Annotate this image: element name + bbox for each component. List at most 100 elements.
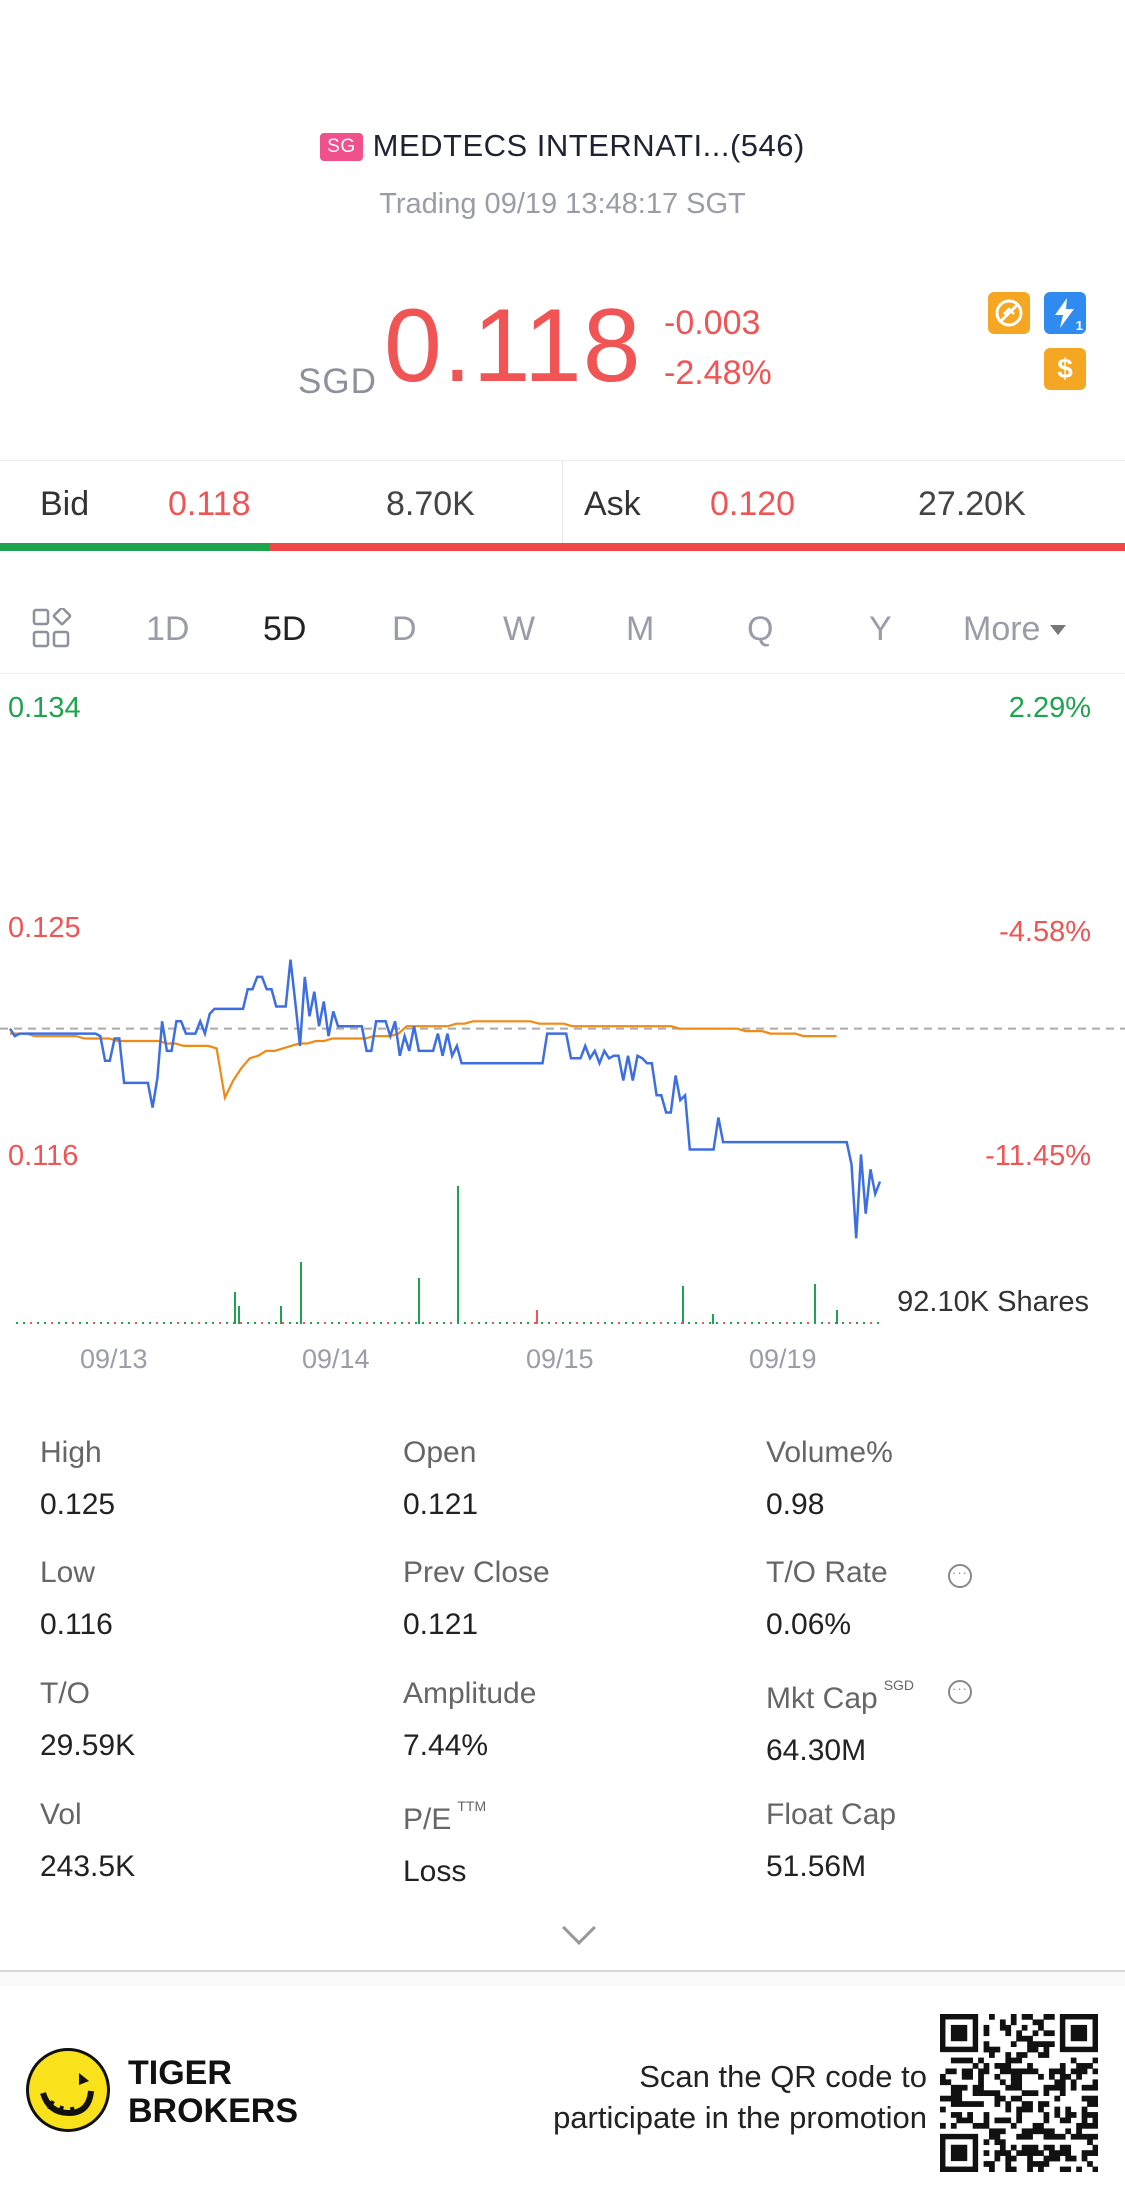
volume-bar — [765, 1322, 767, 1324]
volume-bar — [520, 1322, 522, 1324]
bid-ask-ratio-bar — [0, 543, 1125, 551]
volume-label: 92.10K Shares — [897, 1286, 1089, 1318]
volume-bar — [702, 1322, 704, 1324]
bid-price: 0.118 — [168, 485, 251, 523]
volume-bar — [429, 1322, 431, 1324]
volume-bar — [93, 1322, 95, 1324]
volume-bar — [212, 1322, 214, 1324]
volume-bar — [443, 1322, 445, 1324]
stat-vol: Vol 243.5K — [40, 1798, 136, 1883]
volume-bar — [324, 1322, 326, 1324]
x-tick-0915: 09/15 — [526, 1344, 594, 1374]
volume-bar — [758, 1322, 760, 1324]
tab-more-label: More — [963, 610, 1041, 648]
volume-bar — [86, 1322, 88, 1324]
volume-bar — [418, 1278, 420, 1324]
y-left-tick-bottom: 0.116 — [8, 1140, 79, 1172]
volume-bar — [44, 1322, 46, 1324]
volume-bar — [65, 1322, 67, 1324]
dollar-icon[interactable]: $ — [1044, 348, 1086, 390]
volume-bar — [359, 1322, 361, 1324]
volume-bar — [499, 1322, 501, 1324]
stock-title-row[interactable]: SG MEDTECS INTERNATI...(546) — [0, 128, 1125, 164]
average-series-line — [10, 1020, 837, 1102]
volume-bar — [471, 1322, 473, 1324]
tab-m[interactable]: M — [626, 610, 655, 648]
no-short-icon[interactable] — [988, 292, 1030, 334]
stat-to: T/O 29.59K — [40, 1677, 136, 1762]
volume-bar — [450, 1322, 452, 1324]
volume-bar — [268, 1322, 270, 1324]
volume-bar — [184, 1322, 186, 1324]
volume-bar — [877, 1322, 879, 1324]
volume-bar — [632, 1322, 634, 1324]
volume-bar — [280, 1306, 282, 1324]
volume-bar — [79, 1322, 81, 1324]
volume-bar — [72, 1322, 74, 1324]
volume-bar — [639, 1322, 641, 1324]
volume-bar — [604, 1322, 606, 1324]
mkt-cap-info-icon[interactable]: ··· — [948, 1680, 972, 1704]
volume-bar — [394, 1322, 396, 1324]
qr-code-icon[interactable] — [940, 2014, 1098, 2172]
stat-high: High 0.125 — [40, 1436, 116, 1521]
stat-volume-pct: Volume% 0.98 — [766, 1436, 893, 1521]
volume-bar — [436, 1322, 438, 1324]
volume-bar — [247, 1322, 249, 1324]
volume-bar — [536, 1310, 538, 1324]
stat-low: Low 0.116 — [40, 1556, 113, 1641]
to-rate-info-icon[interactable]: ··· — [948, 1564, 972, 1588]
tab-1d[interactable]: 1D — [146, 610, 190, 648]
volume-bar — [457, 1322, 459, 1324]
volume-bar — [667, 1322, 669, 1324]
expand-chevron-icon[interactable] — [562, 1911, 596, 1945]
volume-bar — [422, 1322, 424, 1324]
tab-y[interactable]: Y — [869, 610, 892, 648]
volume-bar — [723, 1322, 725, 1324]
volume-bar — [100, 1322, 102, 1324]
volume-bar — [338, 1322, 340, 1324]
tab-w[interactable]: W — [503, 610, 536, 648]
volume-bar — [226, 1322, 228, 1324]
volume-bar — [345, 1322, 347, 1324]
volume-bar — [856, 1322, 858, 1324]
volume-bar — [177, 1322, 179, 1324]
volume-bar — [849, 1322, 851, 1324]
volume-bar — [205, 1322, 207, 1324]
tab-more[interactable]: More — [963, 610, 1067, 649]
flash-icon[interactable]: 1 — [1044, 292, 1086, 334]
volume-bar — [282, 1322, 284, 1324]
price-chart[interactable]: 0.134 0.125 0.116 2.29% -4.58% -11.45% 9… — [0, 680, 1125, 1374]
volume-bar — [835, 1322, 837, 1324]
volume-bar — [380, 1322, 382, 1324]
volume-bar — [695, 1322, 697, 1324]
y-right-tick-top: 2.29% — [1008, 692, 1091, 724]
volume-bar — [625, 1322, 627, 1324]
volume-bar — [712, 1314, 714, 1324]
ask-label: Ask — [584, 485, 641, 523]
volume-bar — [37, 1322, 39, 1324]
price-change: -0.003 — [664, 304, 761, 342]
volume-bar — [156, 1322, 158, 1324]
y-right-tick-mid: -4.58% — [999, 916, 1091, 948]
grid-icon[interactable] — [32, 606, 72, 648]
volume-bar — [331, 1322, 333, 1324]
tiger-logo-icon — [26, 2048, 110, 2132]
volume-bar — [254, 1322, 256, 1324]
volume-bar — [786, 1322, 788, 1324]
volume-bar — [737, 1322, 739, 1324]
bid-label: Bid — [40, 485, 90, 523]
tab-d[interactable]: D — [392, 610, 417, 648]
stat-prev-close: Prev Close 0.121 — [403, 1556, 550, 1641]
volume-bar — [275, 1322, 277, 1324]
volume-bar — [744, 1322, 746, 1324]
volume-bar — [506, 1322, 508, 1324]
tab-q[interactable]: Q — [747, 610, 774, 648]
volume-bar — [814, 1284, 816, 1324]
volume-bar — [296, 1322, 298, 1324]
volume-bar — [219, 1322, 221, 1324]
mkt-cap-currency: SGD — [883, 1677, 915, 1693]
y-right-tick-bottom: -11.45% — [985, 1140, 1091, 1172]
volume-bar — [261, 1322, 263, 1324]
tab-5d[interactable]: 5D — [263, 610, 307, 648]
